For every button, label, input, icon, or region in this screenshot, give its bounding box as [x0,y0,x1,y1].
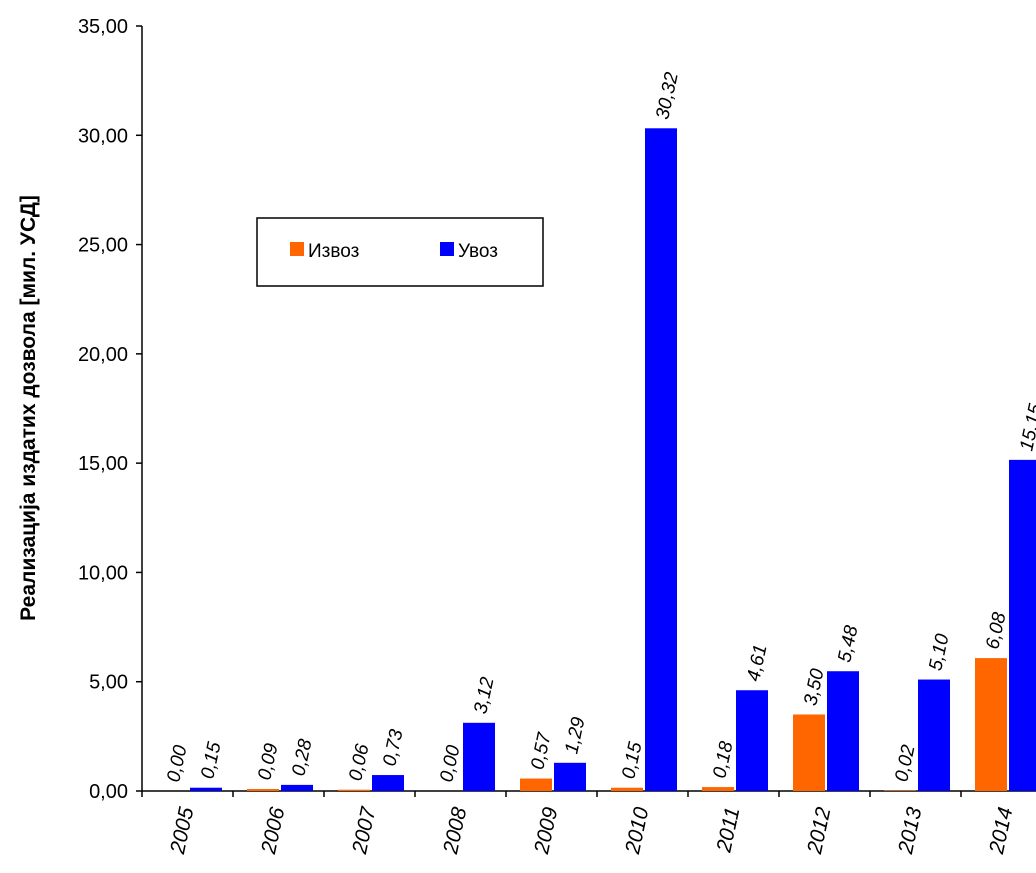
legend-label-import: Увоз [458,241,498,262]
data-label: 3,50 [800,667,828,708]
bar [554,762,586,791]
legend-swatch-import [440,242,454,256]
y-tick-label: 10,00 [78,562,128,584]
data-label: 1,29 [561,715,589,756]
y-axis-title: Реализација издатих дозвола [мил. УСД] [17,195,40,621]
bar [520,778,552,791]
data-label: 0,02 [891,743,919,784]
x-tick-label: 2013 [894,805,926,857]
y-tick-label: 25,00 [78,235,128,257]
data-label: 0,09 [254,741,282,782]
data-label: 15,15 [1016,402,1036,453]
data-label: 5,48 [834,623,862,664]
x-tick-label: 2006 [257,805,289,857]
data-label: 5,10 [925,632,953,673]
legend-swatch-export [290,242,304,256]
y-tick-label: 20,00 [78,344,128,366]
data-label: 0,18 [709,739,737,780]
bar [247,789,279,791]
bar [372,775,404,791]
x-tick-label: 2014 [985,805,1017,856]
bar [463,722,495,791]
y-tick-label: 5,00 [89,672,128,694]
data-label: 0,15 [197,740,225,781]
bar [793,714,825,791]
bar [611,787,643,791]
bar [190,787,222,791]
data-label: 30,32 [652,70,683,121]
x-tick-label: 2010 [621,805,653,857]
y-tick-label: 0,00 [89,781,128,803]
x-tick-label: 2011 [712,805,744,855]
data-label: 3,12 [470,675,498,716]
bar [1009,459,1036,791]
y-tick-label: 30,00 [78,125,128,147]
data-label: 0,15 [618,740,646,781]
y-tick-label: 15,00 [78,453,128,475]
x-tick-label: 2009 [530,805,562,857]
x-tick-label: 2007 [348,804,381,857]
data-label: 4,61 [743,643,771,684]
y-tick-label: 35,00 [78,16,128,38]
x-axis: 2005 2006 2007 2008 2009 2010 2011 2012 2013 2014 [141,790,1036,857]
bar [645,128,677,791]
data-label: 0,73 [379,727,407,768]
bar [736,690,768,791]
x-tick-label: 2008 [439,805,471,857]
data-label: 6,08 [982,610,1010,651]
bar [281,784,313,791]
data-label: 0,57 [527,730,556,772]
bar [975,658,1007,791]
bar [338,789,370,791]
legend: Извоз Увоз [256,217,544,287]
x-tick-label: 2005 [166,805,198,857]
bar [827,671,859,791]
data-label: 0,06 [345,742,373,783]
y-axis: 0,00 5,00 10,00 15,00 20,00 25,00 30,00 35,00 [78,16,143,803]
legend-box [256,217,544,287]
legend-label-export: Извоз [308,241,359,262]
data-label: 0,00 [163,743,191,784]
data-label: 0,28 [288,737,316,778]
bar [918,679,950,791]
x-tick-label: 2012 [803,805,835,857]
bar [702,787,734,791]
data-label: 0,00 [436,743,464,784]
